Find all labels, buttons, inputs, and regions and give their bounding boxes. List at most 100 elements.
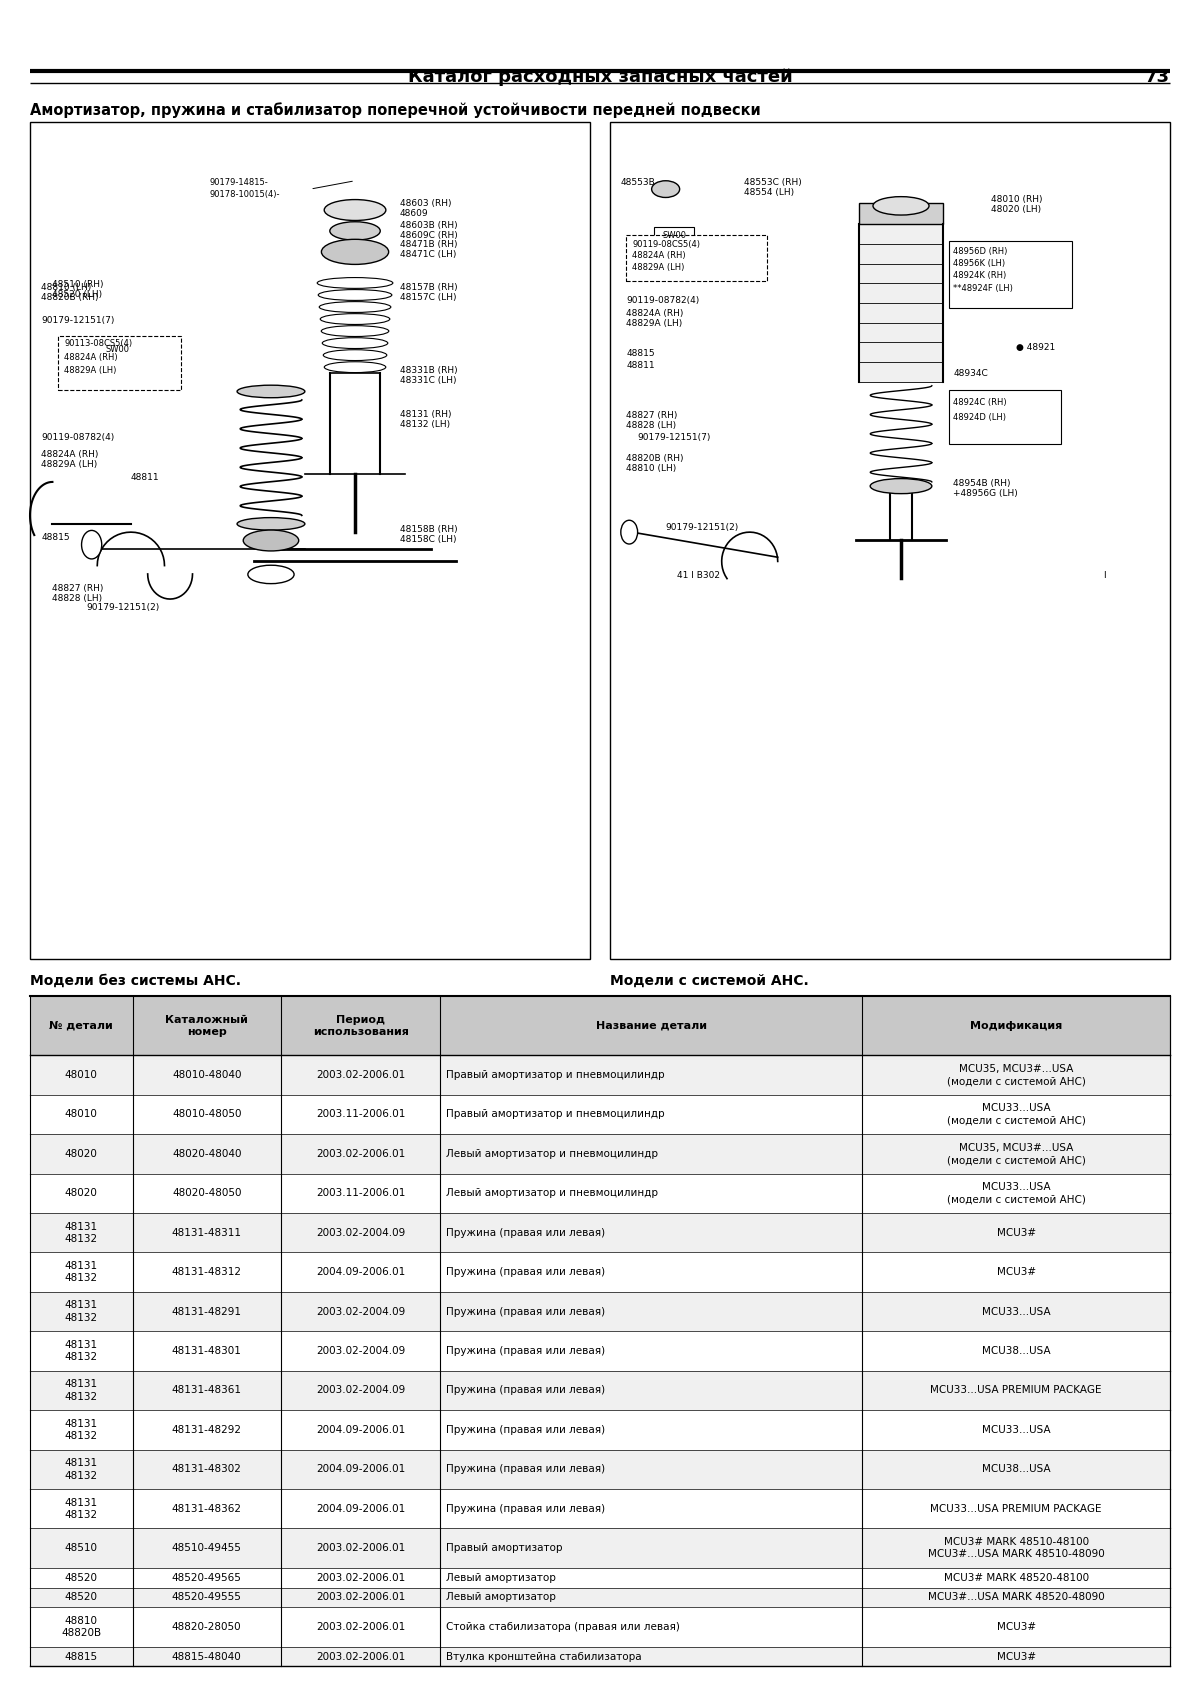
Text: 48520-49555: 48520-49555 [172,1592,241,1602]
Text: MCU33...USA
(модели с системой АНС): MCU33...USA (модели с системой АНС) [947,1103,1086,1125]
Text: 48924K (RH): 48924K (RH) [954,272,1007,280]
Ellipse shape [320,314,390,324]
Text: 48158C (LH): 48158C (LH) [400,535,456,545]
Text: Стойка стабилизатора (правая или левая): Стойка стабилизатора (правая или левая) [446,1622,680,1633]
Text: **48924F (LH): **48924F (LH) [954,283,1013,292]
Text: 48157C (LH): 48157C (LH) [400,292,456,302]
Text: 48827 (RH): 48827 (RH) [626,411,678,419]
Text: 2003.02-2006.01: 2003.02-2006.01 [316,1573,406,1583]
Text: 48331B (RH): 48331B (RH) [400,367,457,375]
Text: 90113-08CS5(4): 90113-08CS5(4) [64,339,132,348]
Text: Название детали: Название детали [595,1020,707,1030]
Text: Пружина (правая или левая): Пружина (правая или левая) [446,1425,606,1436]
Text: 2003.02-2004.09: 2003.02-2004.09 [316,1227,406,1237]
Text: SW00: SW00 [662,231,686,239]
Text: 48131
48132: 48131 48132 [65,1380,98,1402]
Text: 2003.11-2006.01: 2003.11-2006.01 [316,1188,406,1198]
Text: MCU3#: MCU3# [996,1622,1036,1633]
Bar [859,224,943,382]
Text: MCU35, MCU3#...USA
(модели с системой АНС): MCU35, MCU3#...USA (модели с системой АН… [947,1142,1086,1166]
Text: MCU3#: MCU3# [996,1268,1036,1278]
Ellipse shape [652,182,679,197]
Text: 2003.02-2006.01: 2003.02-2006.01 [316,1651,406,1661]
Circle shape [620,521,637,545]
Ellipse shape [244,529,299,552]
Text: SW00: SW00 [106,344,130,355]
Bar [30,1488,1170,1529]
Text: 48824A (RH): 48824A (RH) [632,251,686,260]
Text: 48553C (RH): 48553C (RH) [744,178,802,187]
Text: 90119-08CS5(4): 90119-08CS5(4) [632,239,701,249]
Ellipse shape [330,222,380,241]
Text: Модификация: Модификация [970,1020,1062,1030]
Text: 90179-12151(7): 90179-12151(7) [41,316,114,324]
Text: MCU33...USA
(модели с системой АНС): MCU33...USA (модели с системой АНС) [947,1183,1086,1205]
Bar [30,1410,1170,1449]
Text: 48815: 48815 [626,350,655,358]
Text: Пружина (правая или левая): Пружина (правая или левая) [446,1385,606,1395]
Ellipse shape [322,326,389,336]
Text: 48956K (LH): 48956K (LH) [954,260,1006,268]
Text: Модели с системой АНС.: Модели с системой АНС. [610,974,809,988]
Bar [859,204,943,224]
Text: 48131
48132: 48131 48132 [65,1341,98,1363]
Bar [30,1607,1170,1646]
Text: 48924D (LH): 48924D (LH) [954,412,1007,423]
Ellipse shape [238,518,305,529]
Text: 2003.11-2006.01: 2003.11-2006.01 [316,1110,406,1120]
Ellipse shape [323,338,388,348]
Text: 48471C (LH): 48471C (LH) [400,249,456,260]
Text: Левый амортизатор и пневмоцилиндр: Левый амортизатор и пневмоцилиндр [446,1188,659,1198]
Text: 48510 (RH): 48510 (RH) [53,280,104,288]
Text: 48829A (LH): 48829A (LH) [41,460,97,468]
Text: 48131-48361: 48131-48361 [172,1385,241,1395]
Text: MCU3# MARK 48510-48100
MCU3#...USA MARK 48510-48090: MCU3# MARK 48510-48100 MCU3#...USA MARK … [928,1537,1104,1560]
Text: 48609C (RH): 48609C (RH) [400,231,457,239]
Text: 90178-10015(4)-: 90178-10015(4)- [209,190,280,200]
Bar [30,1529,1170,1568]
Text: 48520 (LH): 48520 (LH) [53,290,102,299]
Text: 48829A (LH): 48829A (LH) [632,263,685,272]
Text: 41 I B302: 41 I B302 [677,572,720,580]
Text: MCU38...USA: MCU38...USA [982,1465,1050,1475]
Ellipse shape [248,565,294,584]
Text: 48828 (LH): 48828 (LH) [626,421,677,429]
Text: MCU38...USA: MCU38...USA [982,1346,1050,1356]
Text: MCU3#...USA MARK 48520-48090: MCU3#...USA MARK 48520-48090 [928,1592,1104,1602]
Bar [30,1291,1170,1332]
Text: 48131-48302: 48131-48302 [172,1465,241,1475]
Text: 90179-12151(2): 90179-12151(2) [666,523,739,533]
Bar [610,122,1170,959]
Text: 48131-48301: 48131-48301 [172,1346,241,1356]
Ellipse shape [317,278,392,288]
Text: MCU33...USA PREMIUM PACKAGE: MCU33...USA PREMIUM PACKAGE [930,1385,1102,1395]
Bar [30,1252,1170,1291]
Text: 48934C: 48934C [954,368,988,378]
Text: 48131-48311: 48131-48311 [172,1227,241,1237]
Ellipse shape [319,302,391,312]
Ellipse shape [322,239,389,265]
Text: 48820-28050: 48820-28050 [172,1622,241,1633]
Ellipse shape [238,385,305,397]
Text: 48010-48050: 48010-48050 [172,1110,241,1120]
Text: 2004.09-2006.01: 2004.09-2006.01 [316,1268,406,1278]
Text: 2003.02-2004.09: 2003.02-2004.09 [316,1307,406,1317]
Text: 90179-12151(2): 90179-12151(2) [86,602,160,613]
Text: 2003.02-2004.09: 2003.02-2004.09 [316,1385,406,1395]
Text: 48829A (LH): 48829A (LH) [626,319,683,328]
Text: Пружина (правая или левая): Пружина (правая или левая) [446,1307,606,1317]
Text: 48131-48292: 48131-48292 [172,1425,241,1436]
Text: 90179-12151(7): 90179-12151(7) [637,433,710,443]
Text: Пружина (правая или левая): Пружина (правая или левая) [446,1465,606,1475]
Text: 48131-48291: 48131-48291 [172,1307,241,1317]
Text: Втулка кронштейна стабилизатора: Втулка кронштейна стабилизатора [446,1651,642,1661]
Text: 48157B (RH): 48157B (RH) [400,282,457,292]
Text: 48132 (LH): 48132 (LH) [400,419,450,429]
Text: 48020: 48020 [65,1149,97,1159]
Text: +48956G (LH): +48956G (LH) [954,489,1018,499]
Text: 90179-14815-: 90179-14815- [209,178,268,187]
Text: 48810
48820B: 48810 48820B [61,1616,101,1638]
Text: 48131
48132: 48131 48132 [65,1300,98,1322]
Text: 48520: 48520 [65,1592,97,1602]
Text: 48331C (LH): 48331C (LH) [400,377,456,385]
